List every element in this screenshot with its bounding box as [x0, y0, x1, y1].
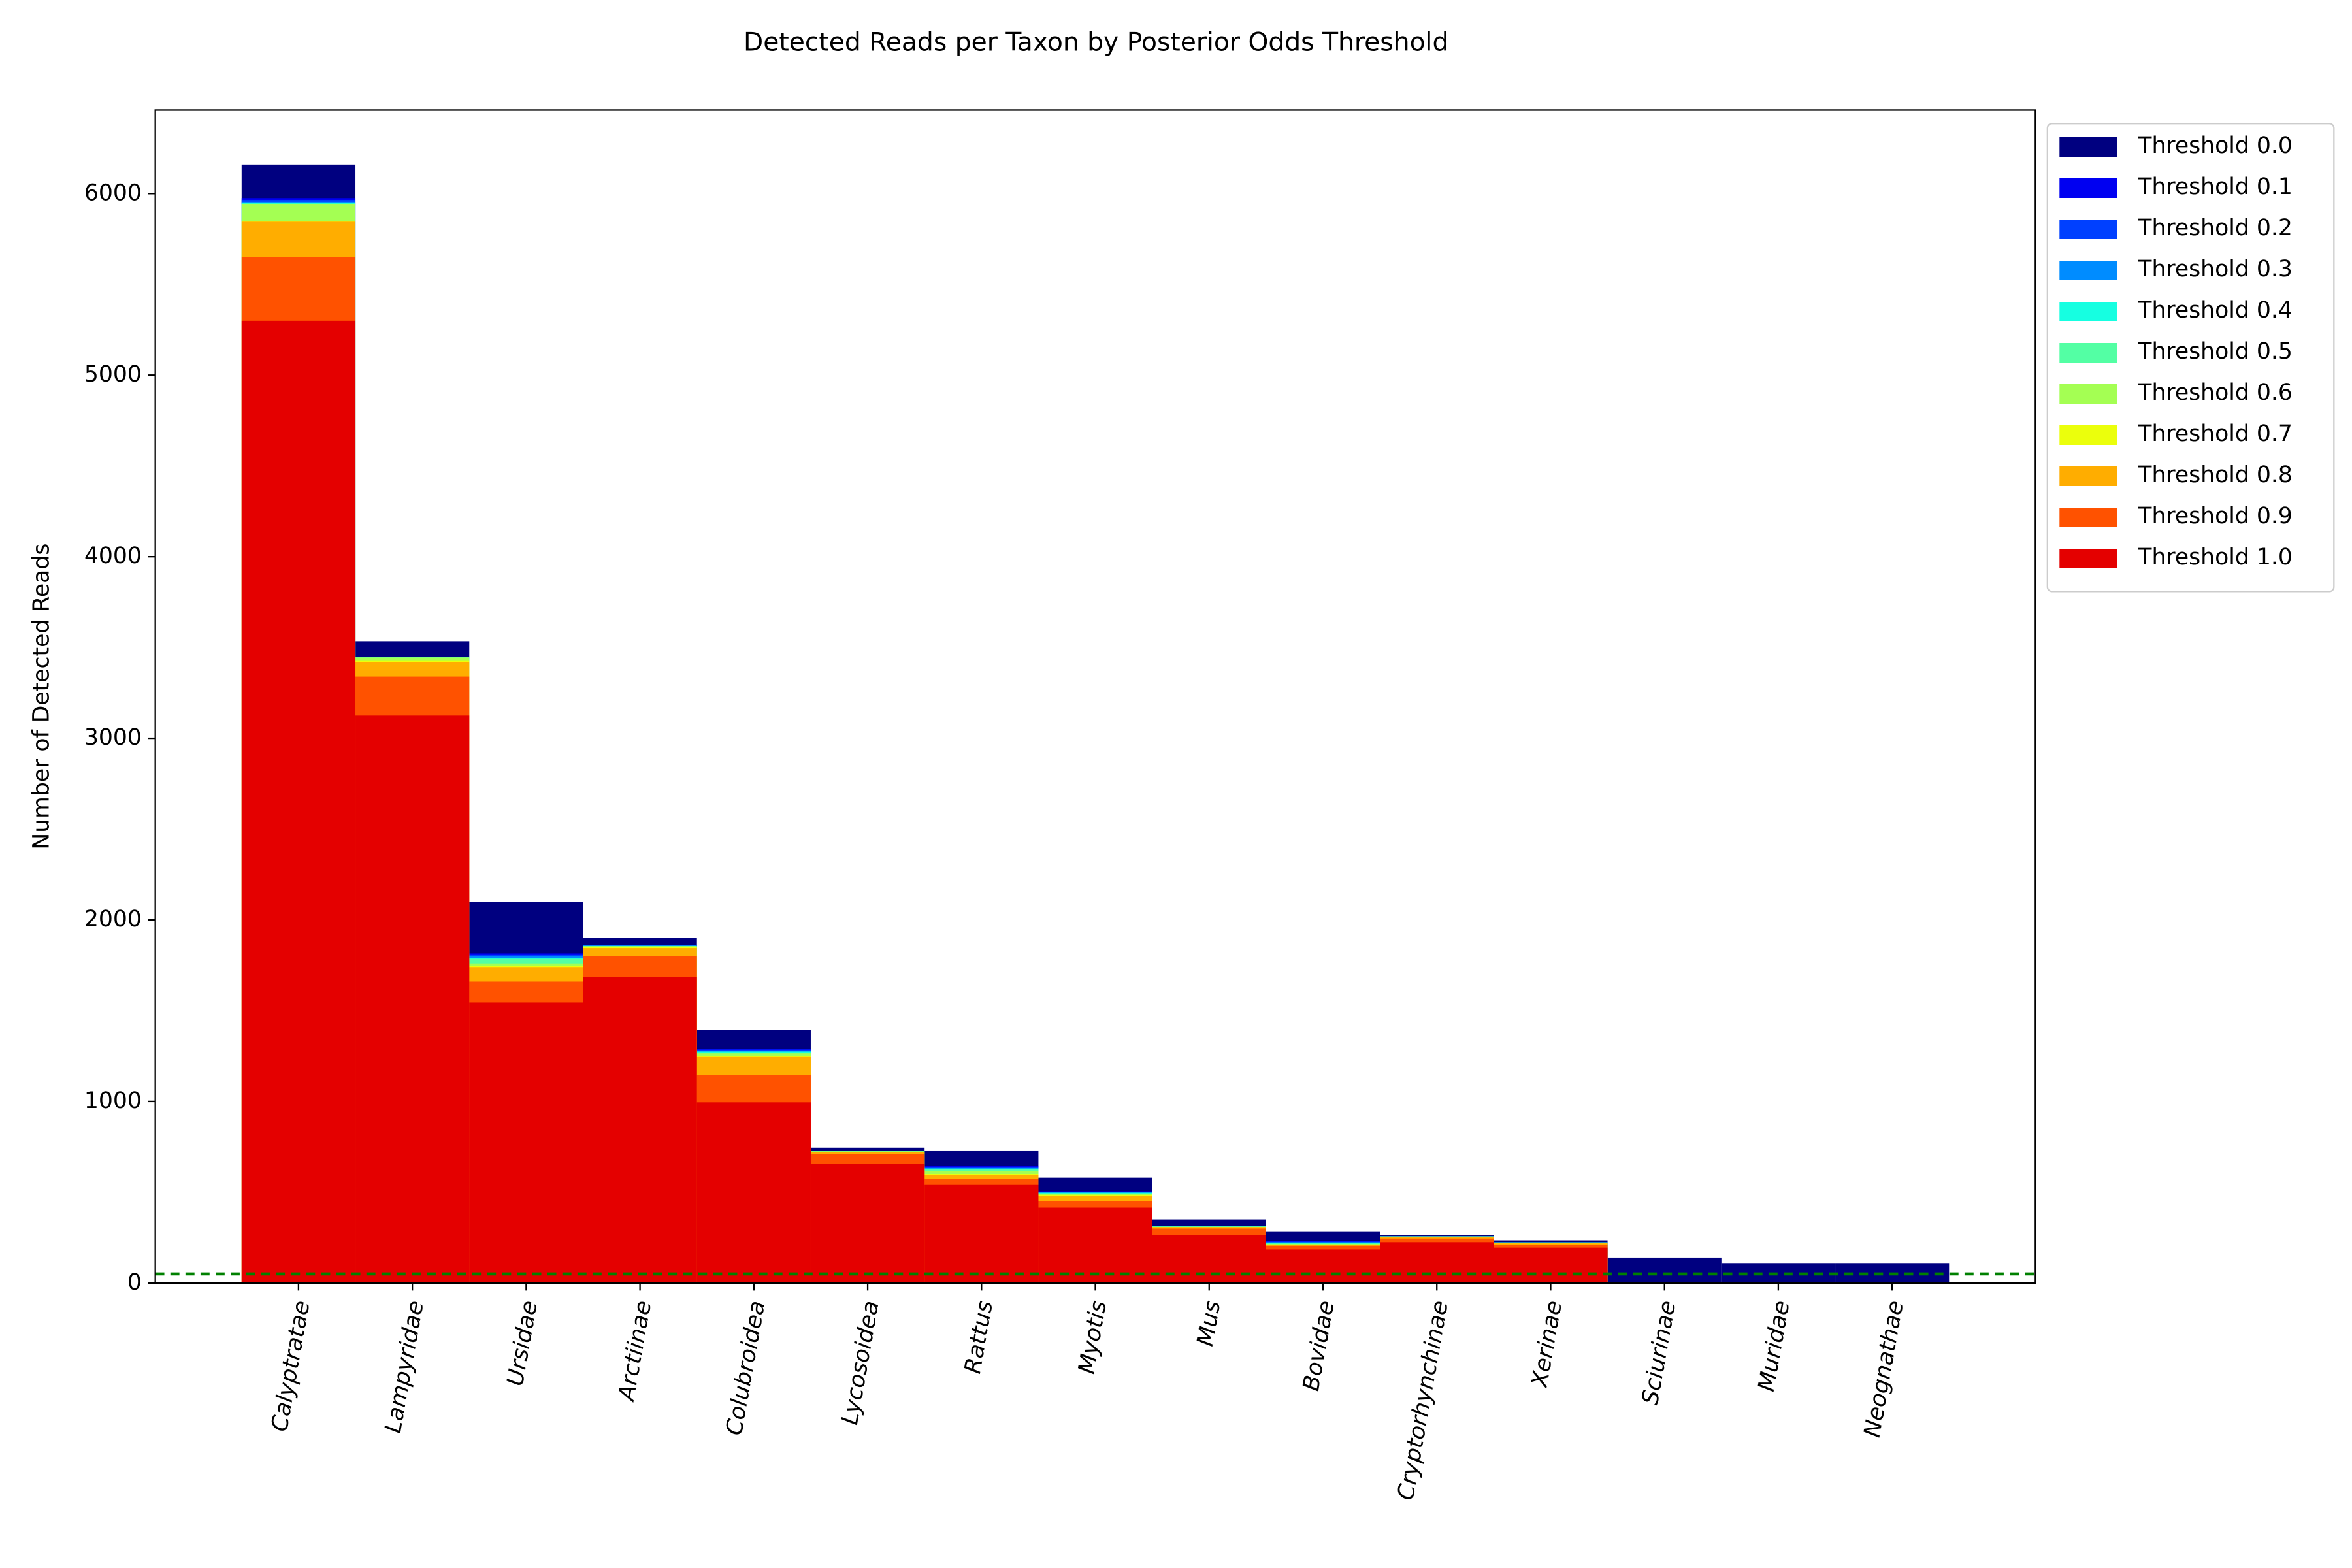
chart-title: Detected Reads per Taxon by Posterior Od…	[743, 27, 1448, 57]
bar	[583, 977, 697, 1283]
bar	[1607, 1257, 1722, 1283]
legend-label: Threshold 0.0	[2137, 133, 2293, 159]
bar	[469, 1002, 583, 1283]
legend-label: Threshold 0.2	[2137, 215, 2293, 241]
legend-label: Threshold 0.5	[2137, 338, 2293, 365]
legend-label: Threshold 0.4	[2137, 297, 2293, 323]
bar	[241, 320, 356, 1283]
legend-swatch	[2059, 220, 2117, 239]
bar	[1380, 1242, 1494, 1283]
y-tick-label: 1000	[84, 1088, 142, 1114]
y-tick-label: 5000	[84, 361, 142, 387]
bar	[1266, 1249, 1380, 1283]
bar	[355, 715, 470, 1283]
legend-swatch	[2059, 384, 2117, 404]
legend-label: Threshold 0.6	[2137, 380, 2293, 406]
legend-label: Threshold 0.9	[2137, 503, 2293, 529]
y-tick-label: 2000	[84, 906, 142, 932]
legend-swatch	[2059, 549, 2117, 568]
legend-swatch	[2059, 466, 2117, 486]
y-tick-label: 3000	[84, 725, 142, 751]
legend-box	[2046, 123, 2335, 593]
bar	[1038, 1207, 1152, 1283]
legend-label: Threshold 0.3	[2137, 256, 2293, 282]
legend-swatch	[2059, 137, 2117, 157]
bar	[1152, 1235, 1266, 1283]
legend-swatch	[2059, 178, 2117, 198]
legend-label: Threshold 0.7	[2137, 421, 2293, 447]
bar	[924, 1184, 1039, 1283]
bar	[1494, 1247, 1608, 1283]
legend-swatch	[2059, 508, 2117, 527]
bar	[810, 1164, 925, 1283]
legend-swatch	[2059, 343, 2117, 363]
legend-label: Threshold 0.8	[2137, 462, 2293, 488]
y-tick-label: 6000	[84, 180, 142, 206]
legend-label: Threshold 1.0	[2137, 544, 2293, 570]
bar	[696, 1102, 811, 1283]
legend-swatch	[2059, 261, 2117, 280]
legend-swatch	[2059, 425, 2117, 445]
y-tick-label: 0	[127, 1269, 142, 1296]
y-tick-label: 4000	[84, 543, 142, 569]
legend-swatch	[2059, 302, 2117, 321]
y-axis-label: Number of Detected Reads	[29, 544, 55, 850]
legend-label: Threshold 0.1	[2137, 174, 2293, 200]
